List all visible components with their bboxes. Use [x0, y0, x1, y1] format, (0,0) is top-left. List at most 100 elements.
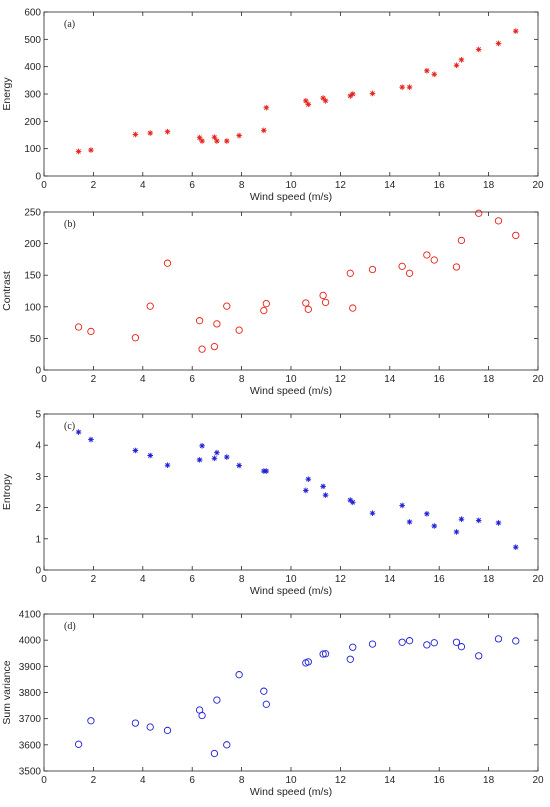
- x-tick-label: 6: [189, 574, 195, 585]
- data-point: [214, 449, 220, 456]
- data-point: [398, 262, 406, 271]
- data-point: [321, 650, 330, 658]
- x-tick-label: 6: [189, 180, 195, 191]
- data-point: [213, 696, 221, 704]
- y-tick-label: 4100: [19, 610, 42, 621]
- data-point: [369, 510, 376, 517]
- x-tick-label: 4: [140, 180, 146, 191]
- data-point: [406, 84, 413, 90]
- panel-label: (d): [64, 621, 76, 632]
- x-axis-label: Wind speed (m/s): [250, 191, 332, 203]
- data-point: [368, 640, 377, 648]
- data-point: [260, 306, 268, 315]
- x-tick-label: 14: [384, 374, 396, 385]
- data-point: [75, 148, 82, 155]
- y-axis-label: Entropy: [1, 473, 13, 510]
- data-point: [199, 138, 205, 144]
- x-tick-label: 0: [41, 180, 47, 191]
- data-point: [236, 462, 242, 469]
- data-point: [457, 236, 466, 245]
- data-point: [458, 516, 465, 522]
- x-tick-label: 2: [91, 180, 97, 191]
- x-tick-label: 16: [434, 180, 446, 191]
- data-point: [423, 641, 431, 649]
- data-point: [475, 46, 482, 53]
- data-point: [198, 711, 206, 720]
- data-point: [223, 454, 230, 460]
- data-point: [430, 256, 438, 264]
- data-point: [347, 497, 354, 503]
- x-tick-label: 8: [239, 374, 245, 385]
- x-axis-label: Wind speed (m/s): [250, 786, 332, 798]
- data-point: [131, 719, 140, 727]
- data-point: [475, 652, 483, 660]
- panel-label: (c): [64, 421, 75, 432]
- data-point: [346, 269, 354, 277]
- data-point: [398, 638, 406, 646]
- data-point: [260, 687, 268, 695]
- data-point: [74, 323, 83, 331]
- data-point: [223, 138, 230, 144]
- y-tick-label: 300: [24, 90, 41, 101]
- x-tick-label: 2: [91, 574, 97, 585]
- data-point: [305, 101, 312, 108]
- data-point: [196, 134, 203, 141]
- y-tick-label: 0: [35, 566, 41, 577]
- x-tick-label: 8: [239, 775, 245, 786]
- data-point: [88, 436, 94, 443]
- y-axis-label: Contrast: [1, 271, 13, 311]
- x-tick-label: 4: [140, 374, 146, 385]
- x-tick-label: 16: [434, 374, 446, 385]
- data-point: [262, 700, 270, 708]
- data-point: [512, 28, 519, 34]
- y-tick-label: 3800: [19, 688, 42, 699]
- data-point: [368, 265, 377, 274]
- data-point: [423, 251, 431, 259]
- x-tick-label: 0: [41, 775, 47, 786]
- data-point: [146, 723, 154, 731]
- data-point: [405, 637, 414, 645]
- data-point: [322, 492, 329, 498]
- data-point: [305, 476, 312, 483]
- data-point: [263, 104, 270, 111]
- data-point: [347, 93, 354, 99]
- data-point: [235, 671, 243, 679]
- data-point: [214, 138, 220, 144]
- x-tick-label: 16: [434, 775, 446, 786]
- x-tick-label: 8: [239, 180, 245, 191]
- data-point: [88, 147, 94, 153]
- x-tick-label: 14: [384, 775, 396, 786]
- data-point: [475, 209, 483, 217]
- x-tick-label: 12: [335, 775, 347, 786]
- y-tick-label: 3: [35, 472, 41, 483]
- data-point: [211, 134, 218, 140]
- y-tick-label: 5: [35, 410, 41, 421]
- data-point: [431, 71, 438, 78]
- x-tick-label: 8: [239, 574, 245, 585]
- data-point: [495, 40, 502, 47]
- data-point: [495, 520, 502, 526]
- data-point: [195, 317, 204, 325]
- data-point: [263, 468, 270, 474]
- data-point: [163, 259, 172, 267]
- y-tick-label: 0: [35, 172, 41, 183]
- data-point: [235, 326, 243, 334]
- data-point: [132, 447, 139, 454]
- data-point: [196, 457, 203, 463]
- x-tick-label: 4: [140, 775, 146, 786]
- x-tick-label: 10: [285, 180, 297, 191]
- data-point: [399, 84, 405, 90]
- x-tick-label: 16: [434, 574, 446, 585]
- data-point: [74, 740, 83, 748]
- data-point: [512, 231, 520, 240]
- x-tick-label: 10: [285, 374, 297, 385]
- y-tick-label: 400: [24, 62, 41, 73]
- x-tick-label: 4: [140, 574, 146, 585]
- data-point: [147, 130, 154, 136]
- data-point: [349, 91, 356, 97]
- data-point: [452, 263, 461, 271]
- x-tick-label: 20: [532, 180, 544, 191]
